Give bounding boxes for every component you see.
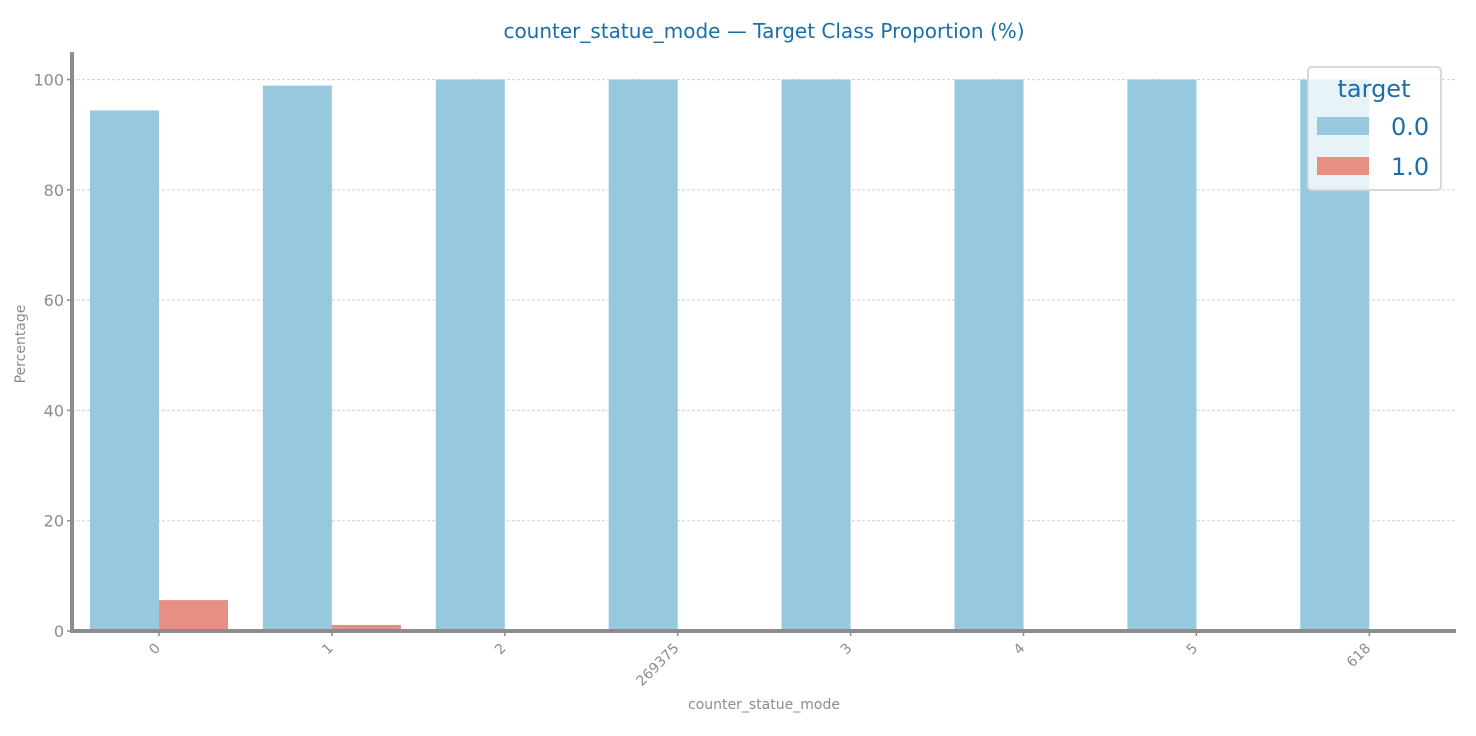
x-tick-label: 3: [838, 641, 856, 659]
x-tick-labels: 0 1 2 269375 3 4 5 618: [146, 640, 1374, 689]
bar-1-series-1.0: [331, 624, 401, 631]
legend-swatch-0.0: [1317, 117, 1369, 135]
x-tick-label: 618: [1344, 641, 1374, 671]
chart-title: counter_statue_mode — Target Class Propo…: [503, 19, 1024, 43]
y-tick-labels: 0 20 40 60 80 100: [33, 71, 64, 641]
legend-entry-1.0: 1.0: [1391, 153, 1429, 181]
bar-1-series-0.0: [262, 85, 332, 631]
x-axis-label: counter_statue_mode: [688, 697, 840, 713]
bar-2-series-0.0: [435, 79, 505, 632]
x-tick-label: 4: [1011, 640, 1029, 658]
bar-4-series-0.0: [954, 79, 1024, 632]
bar-5-series-0.0: [1127, 79, 1197, 632]
axes: [67, 52, 1456, 636]
bar-3-series-0.0: [781, 79, 851, 632]
y-tick-label: 40: [44, 401, 64, 420]
x-tick-label: 269375: [633, 641, 682, 690]
y-axis-label: Percentage: [13, 305, 29, 384]
legend-entry-0.0: 0.0: [1391, 113, 1429, 141]
bar-0-series-0.0: [90, 110, 159, 632]
x-tick-label: 0: [146, 641, 164, 659]
x-tick-label: 5: [1184, 641, 1202, 659]
y-tick-label: 80: [44, 181, 64, 200]
bars: [90, 79, 1370, 632]
y-tick-label: 20: [44, 512, 64, 531]
x-tick-label: 1: [319, 641, 337, 659]
y-tick-label: 100: [33, 71, 64, 90]
bar-0-series-1.0: [159, 600, 228, 631]
legend: target 0.0 1.0: [1307, 66, 1442, 191]
y-tick-label: 0: [54, 622, 64, 641]
legend-title: target: [1338, 75, 1411, 103]
legend-swatch-1.0: [1317, 157, 1369, 175]
bar-269375-series-0.0: [608, 79, 678, 632]
x-tick-label: 2: [492, 641, 510, 659]
y-tick-label: 60: [44, 291, 64, 310]
